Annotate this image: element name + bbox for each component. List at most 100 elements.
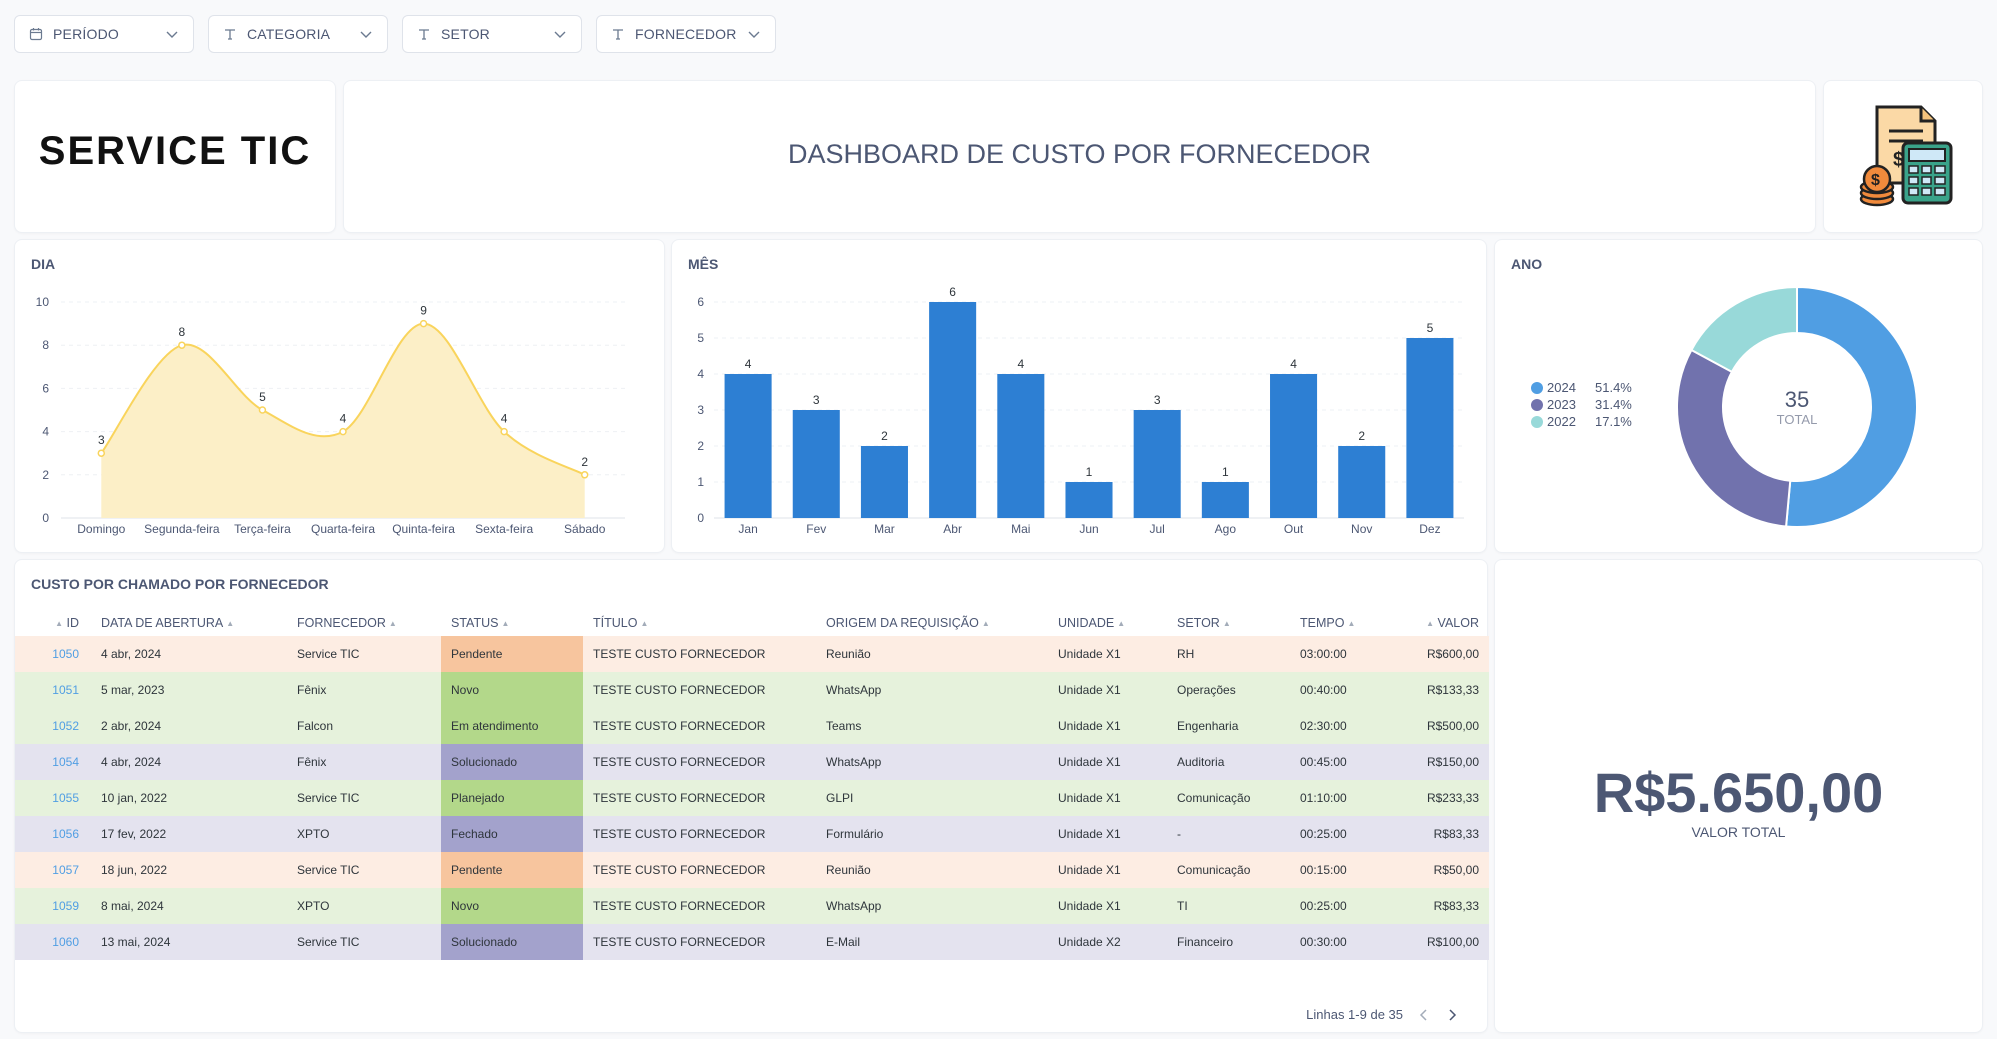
column-header-tempo[interactable]: TEMPO ▲ bbox=[1300, 616, 1356, 630]
data-label: 4 bbox=[745, 357, 752, 371]
table-header-row: ▲ ID DATA DE ABERTURA ▲ FORNECEDOR ▲ STATU… bbox=[15, 610, 1489, 636]
x-tick-label: Ago bbox=[1215, 522, 1237, 536]
bar-chart-mes: 0 1 2 3 4 5 6 4 Jan 3 Fev 2 Mar 6 Abr 4 Mai 1 Jun 3 Jul 1 Ago 4… bbox=[697, 285, 1464, 536]
column-header-fornecedor[interactable]: FORNECEDOR ▲ bbox=[297, 616, 397, 630]
column-header-unidade[interactable]: UNIDADE ▲ bbox=[1058, 616, 1126, 630]
cell-tempo: 01:10:00 bbox=[1300, 791, 1347, 805]
cell-data: 4 abr, 2024 bbox=[101, 755, 162, 769]
chevron-down-icon bbox=[165, 27, 179, 41]
y-tick-label: 1 bbox=[697, 475, 704, 489]
logo: SERVICE TIC bbox=[38, 129, 312, 173]
column-header-setor[interactable]: SETOR ▲ bbox=[1177, 616, 1231, 630]
data-label: 2 bbox=[881, 429, 888, 443]
filter-fornecedor[interactable]: FORNECEDOR bbox=[596, 15, 776, 53]
chevron-right-icon[interactable] bbox=[1445, 1008, 1459, 1022]
cell-valor: R$500,00 bbox=[1426, 719, 1479, 733]
donut-total-value: 35 bbox=[1785, 387, 1809, 412]
cell-tempo: 00:25:00 bbox=[1300, 827, 1347, 841]
cell-unidade: Unidade X1 bbox=[1058, 827, 1121, 841]
table-row[interactable]: 1059 8 mai, 2024 XPTO Novo TESTE CUSTO FORNE… bbox=[15, 888, 1489, 924]
data-label: 2 bbox=[581, 455, 588, 469]
page-title: DASHBOARD DE CUSTO POR FORNECEDOR bbox=[787, 139, 1372, 169]
table-row[interactable]: 1054 4 abr, 2024 Fênix Solucionado TESTE CUS… bbox=[15, 744, 1489, 780]
cell-status: Pendente bbox=[441, 636, 583, 672]
cell-tempo: 00:40:00 bbox=[1300, 683, 1347, 697]
filter-periodo[interactable]: PERÍODO bbox=[14, 15, 194, 53]
y-tick-label: 4 bbox=[697, 367, 704, 381]
pie-slice bbox=[1784, 285, 1918, 528]
total-value: R$5.650,00 bbox=[1593, 761, 1884, 824]
cell-setor: Operações bbox=[1177, 683, 1236, 697]
table-row[interactable]: 1055 10 jan, 2022 Service TIC Planejado TEST… bbox=[15, 780, 1489, 816]
title-card: DASHBOARD DE CUSTO POR FORNECEDOR bbox=[343, 80, 1816, 233]
x-tick-label: Jan bbox=[738, 522, 757, 536]
pie-slice bbox=[1690, 285, 1798, 374]
cell-origem: Formulário bbox=[826, 827, 884, 841]
y-tick-label: 6 bbox=[42, 381, 49, 395]
cell-id[interactable]: 1059 bbox=[52, 899, 79, 913]
line-chart-dia: 0 2 4 6 8 10 3 Domingo 8 Segunda-feira 5 Terça-feir… bbox=[36, 295, 625, 536]
cell-setor: Auditoria bbox=[1177, 755, 1225, 769]
table-row[interactable]: 1057 18 jun, 2022 Service TIC Pendente TESTE… bbox=[15, 852, 1489, 888]
table-row[interactable]: 1056 17 fev, 2022 XPTO Fechado TESTE CUSTO F… bbox=[15, 816, 1489, 852]
data-label: 4 bbox=[1017, 357, 1024, 371]
data-label: 4 bbox=[501, 412, 508, 426]
x-tick-label: Fev bbox=[806, 522, 826, 536]
cell-setor: - bbox=[1177, 827, 1181, 841]
cell-data: 17 fev, 2022 bbox=[101, 827, 167, 841]
cell-titulo: TESTE CUSTO FORNECEDOR bbox=[593, 827, 766, 841]
table-row[interactable]: 1052 2 abr, 2024 Falcon Em atendimento TESTE… bbox=[15, 708, 1489, 744]
cell-id[interactable]: 1054 bbox=[52, 755, 79, 769]
table-row[interactable]: 1050 4 abr, 2024 Service TIC Pendente TESTE … bbox=[15, 636, 1489, 672]
legend-marker bbox=[1531, 416, 1543, 428]
cell-id[interactable]: 1052 bbox=[52, 719, 79, 733]
cell-id[interactable]: 1057 bbox=[52, 863, 79, 877]
cell-titulo: TESTE CUSTO FORNECEDOR bbox=[593, 791, 766, 805]
filter-setor[interactable]: SETOR bbox=[402, 15, 582, 53]
column-header-data[interactable]: DATA DE ABERTURA ▲ bbox=[101, 616, 235, 630]
cell-valor: R$600,00 bbox=[1426, 647, 1479, 661]
chevron-down-icon bbox=[747, 27, 761, 41]
y-tick-label: 4 bbox=[42, 425, 49, 439]
svg-text:$: $ bbox=[1871, 172, 1880, 189]
chevron-left-icon[interactable] bbox=[1417, 1008, 1431, 1022]
legend-percent: 17.1% bbox=[1595, 414, 1632, 429]
column-header-titulo[interactable]: TÍTULO ▲ bbox=[593, 616, 649, 630]
y-tick-label: 0 bbox=[42, 511, 49, 525]
filter-label: FORNECEDOR bbox=[635, 26, 737, 42]
pie-slice bbox=[1676, 348, 1792, 528]
column-header-origem[interactable]: ORIGEM DA REQUISIÇÃO ▲ bbox=[826, 616, 990, 630]
y-tick-label: 0 bbox=[697, 511, 704, 525]
x-tick-label: Quinta-feira bbox=[392, 522, 455, 536]
column-header-id[interactable]: ▲ ID bbox=[55, 616, 79, 630]
data-label: 4 bbox=[340, 412, 347, 426]
table-row[interactable]: 1060 13 mai, 2024 Service TIC Solucionado TE… bbox=[15, 924, 1489, 960]
table-row[interactable]: 1051 5 mar, 2023 Fênix Novo TESTE CUSTO FORN… bbox=[15, 672, 1489, 708]
cell-id[interactable]: 1060 bbox=[52, 935, 79, 949]
y-tick-label: 10 bbox=[36, 295, 50, 309]
column-header-status[interactable]: STATUS ▲ bbox=[451, 616, 510, 630]
x-tick-label: Out bbox=[1284, 522, 1304, 536]
table-body: 1050 4 abr, 2024 Service TIC Pendente TESTE … bbox=[15, 636, 1489, 960]
cell-fornecedor: Falcon bbox=[297, 719, 334, 733]
bar bbox=[1201, 482, 1249, 518]
cell-id[interactable]: 1050 bbox=[52, 647, 79, 661]
cell-status: Fechado bbox=[441, 816, 583, 852]
cell-id[interactable]: 1056 bbox=[52, 827, 79, 841]
cell-id[interactable]: 1051 bbox=[52, 683, 79, 697]
data-point bbox=[419, 319, 428, 328]
data-label: 9 bbox=[420, 304, 427, 318]
cell-id[interactable]: 1055 bbox=[52, 791, 79, 805]
text-icon bbox=[611, 27, 625, 41]
cell-unidade: Unidade X1 bbox=[1058, 899, 1121, 913]
cell-setor: TI bbox=[1177, 899, 1188, 913]
svg-text:$: $ bbox=[1893, 149, 1904, 171]
cell-data: 13 mai, 2024 bbox=[101, 935, 171, 949]
cell-fornecedor: Service TIC bbox=[297, 935, 360, 949]
chart-card-ano: ANO 2024 51.4% 2023 31.4% 2022 17.1% 35 TOTAL bbox=[1494, 239, 1983, 553]
filter-categoria[interactable]: CATEGORIA bbox=[208, 15, 388, 53]
cell-data: 5 mar, 2023 bbox=[101, 683, 165, 697]
text-icon bbox=[417, 27, 431, 41]
column-header-valor[interactable]: ▲ VALOR bbox=[1426, 616, 1479, 630]
y-tick-label: 2 bbox=[697, 439, 704, 453]
